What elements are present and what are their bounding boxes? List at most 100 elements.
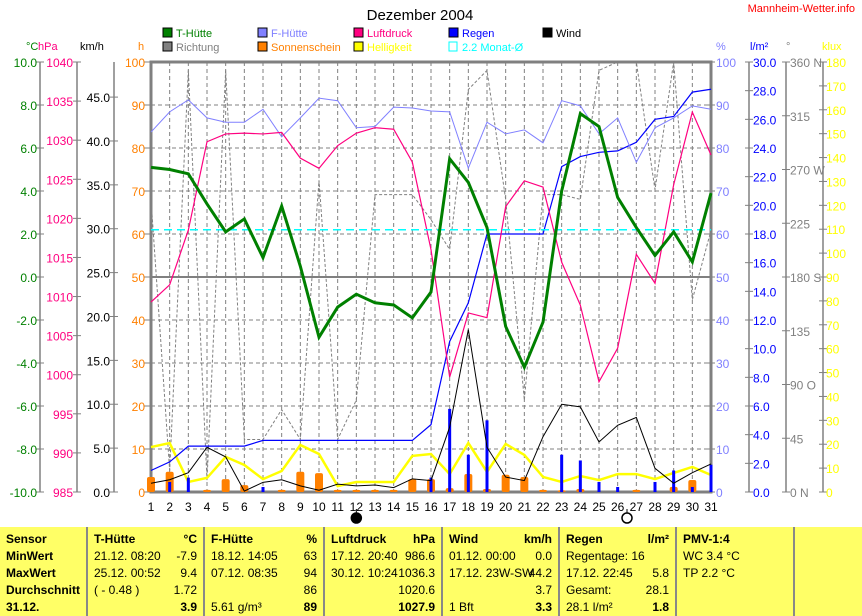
- legend-swatch: [162, 27, 173, 38]
- table-column: Wind km/h 01.12. 00:00 0.0 17.12. 23W-SW 44.2…: [443, 527, 560, 616]
- axis-tick-label: 6.0: [20, 142, 37, 156]
- table-row: Sensor: [6, 531, 80, 548]
- x-tick-label: 14: [387, 500, 401, 514]
- cell-label: MaxWert: [6, 566, 56, 580]
- axis-tick-label: 995: [53, 408, 73, 422]
- axis-tick-label: 40: [716, 314, 730, 328]
- legend-label: Sonnenschein: [271, 42, 341, 54]
- axis-tick-label: -10.0: [10, 486, 38, 500]
- axis-tick-label: 12.0: [753, 314, 777, 328]
- x-tick-label: 27: [630, 500, 644, 514]
- axis-tick-label: 315: [790, 110, 810, 124]
- x-tick-label: 23: [555, 500, 569, 514]
- axis-tick-label: -6.0: [16, 400, 37, 414]
- axis-tick-label: 360 N: [790, 56, 822, 70]
- x-tick-label: 18: [462, 500, 476, 514]
- cell-value: 86: [303, 583, 317, 597]
- cell-value: %: [306, 532, 317, 546]
- x-tick-label: 2: [166, 500, 173, 514]
- cell-value: 3.3: [535, 600, 552, 614]
- cell-value: 89: [303, 600, 317, 614]
- table-row: 21.12. 08:20 -7.9: [94, 548, 197, 565]
- axis-tick-label: 0: [138, 486, 145, 500]
- cell-label: 30.12. 10:24: [331, 566, 398, 580]
- cell-value: 1036.3: [398, 566, 435, 580]
- x-tick-label: 25: [592, 500, 606, 514]
- axis-tick-label: 60: [826, 343, 840, 357]
- table-row: 18.12. 14:05 63: [211, 548, 317, 565]
- axis-tick-label: 0 N: [790, 486, 809, 500]
- table-row: 3.9: [94, 599, 197, 616]
- axis-tick-label: 22.0: [753, 171, 777, 185]
- x-tick-label: 28: [648, 500, 662, 514]
- rain-bar: [672, 470, 676, 492]
- table-row: 31.12.: [6, 599, 80, 616]
- cell-value: 3.9: [180, 600, 197, 614]
- cell-label: 01.12. 00:00: [449, 549, 516, 563]
- x-tick-label: 11: [331, 500, 344, 514]
- axis-tick-label: -8.0: [16, 443, 37, 457]
- axis-tick-label: 24.0: [753, 142, 777, 156]
- cell-label: T-Hütte: [94, 532, 136, 546]
- legend-swatch: [353, 41, 364, 52]
- table-row: PMV-1:4: [683, 531, 787, 548]
- table-row: 25.12. 00:52 9.4: [94, 565, 197, 582]
- cell-value: 63: [303, 549, 317, 563]
- legend: T-Hütte F-Hütte Luftdruck Regen Wind Richtung…: [162, 27, 581, 54]
- axis-tick-label: 140: [826, 152, 846, 166]
- cell-label: ( - 0.48 ): [94, 583, 140, 597]
- axis-tick-label: 14.0: [753, 285, 777, 299]
- axis-tick-label: 60: [716, 228, 730, 242]
- x-tick-label: 31: [704, 500, 718, 514]
- axis-tick-label: 1040: [46, 56, 73, 70]
- axis-tick-label: 28.0: [753, 85, 777, 99]
- legend-swatch: [542, 27, 553, 38]
- axis-tick-label: 0.0: [20, 271, 37, 285]
- cell-label: 31.12.: [6, 600, 40, 614]
- table-row: [801, 531, 856, 548]
- sunshine-bar: [389, 489, 398, 492]
- table-row: [683, 599, 787, 616]
- x-tick-label: 5: [222, 500, 229, 514]
- axis-unit-sunshine: h: [138, 41, 144, 53]
- series-luftdruck-line: [150, 110, 712, 384]
- cell-label: TP 2.2 °C: [683, 566, 735, 580]
- cell-value: °C: [183, 532, 197, 546]
- series-wind-line: [150, 329, 712, 492]
- legend-swatch: [448, 27, 459, 38]
- rain-bar: [597, 481, 601, 492]
- axis-tick-label: 10: [716, 443, 730, 457]
- axis-tick-label: 26.0: [753, 113, 777, 127]
- axis-tick-label: 80: [132, 142, 146, 156]
- x-tick-label: 17: [443, 500, 457, 514]
- sunshine-bar: [501, 474, 510, 492]
- table-column: F-Hütte% 18.12. 14:05 63 07.12. 08:35 94 86 5.…: [205, 527, 325, 616]
- cell-value: 0.0: [535, 549, 552, 563]
- rain-bar: [448, 408, 452, 492]
- axis-tick-label: 1020: [46, 212, 73, 226]
- rain-bar: [466, 454, 470, 492]
- rain-bar: [168, 481, 172, 492]
- axis-tick-label: 985: [53, 486, 73, 500]
- axis-unit-temp: °C: [26, 41, 38, 53]
- site-link[interactable]: Mannheim-Wetter.info: [748, 3, 855, 15]
- rain-bar: [578, 460, 582, 492]
- axis-unit-rain: l/m²: [750, 41, 769, 53]
- axis-tick-label: 135: [790, 325, 810, 339]
- cell-value: 28.1: [645, 583, 669, 597]
- axis-tick-label: 5.0: [93, 442, 110, 456]
- sunshine-bar: [408, 479, 417, 492]
- series-helligkeit-line: [150, 440, 712, 488]
- axis-tick-label: 160: [826, 104, 846, 118]
- table-row: T-Hütte °C: [94, 531, 197, 548]
- table-row: 17.12. 23W-SW 44.2: [449, 565, 552, 582]
- axis-tick-label: 40: [826, 390, 840, 404]
- cell-label: Durchschnitt: [6, 583, 81, 597]
- axis-tick-label: 50: [826, 367, 840, 381]
- rain-bar: [690, 486, 694, 492]
- axis-tick-label: 10.0: [87, 398, 111, 412]
- series-richtung-line: [150, 61, 712, 481]
- axis-tick-label: 8.0: [20, 99, 37, 113]
- table-column: [795, 527, 862, 616]
- x-tick-label: 15: [406, 500, 420, 514]
